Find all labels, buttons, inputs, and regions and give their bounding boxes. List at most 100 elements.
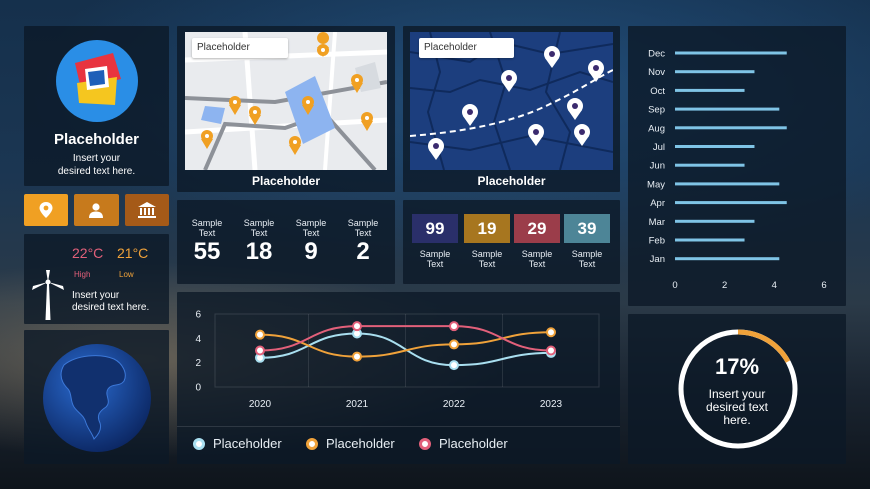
high-label: High xyxy=(74,270,91,279)
landmark-icon xyxy=(138,202,156,218)
stat-tile-label-line2: Text xyxy=(426,259,444,269)
stat-tile-label-line2: Text xyxy=(528,259,546,269)
progress-ring-fill xyxy=(678,329,798,449)
weather-panel: 22°C High 21°C Low Insert your desired t… xyxy=(24,234,169,324)
map-pin-icon[interactable] xyxy=(351,74,363,93)
stat-tile-value-box: 29 xyxy=(514,214,560,243)
bar-x-tick-label: 4 xyxy=(772,280,777,291)
map-pin-icon[interactable] xyxy=(249,106,261,125)
low-temperature: 21°C xyxy=(117,245,149,261)
stat-tile: 99 Sample Text xyxy=(412,214,458,269)
bar xyxy=(675,88,745,92)
progress-panel: 17% Insert your desired text here. xyxy=(628,314,846,464)
stat-item: Sample Text 2 xyxy=(341,218,385,266)
line-x-tick-label: 2021 xyxy=(346,399,369,410)
map-pin-icon[interactable] xyxy=(289,136,301,155)
map-pin-icon[interactable] xyxy=(302,96,314,115)
profile-title: Placeholder xyxy=(53,131,140,148)
light-map-panel: Placeholder Placeholder xyxy=(177,26,395,192)
bar-category-label: May xyxy=(647,179,665,190)
stat-value: 18 xyxy=(245,238,273,265)
series-point xyxy=(546,345,556,356)
progress-text-line1: Insert your xyxy=(708,387,766,401)
map-pin-icon[interactable] xyxy=(201,130,213,149)
series-line xyxy=(259,325,552,352)
progress-text-line3: here. xyxy=(723,413,751,427)
stat-tile-value: 29 xyxy=(527,219,547,238)
bar xyxy=(675,257,780,261)
light-map-pins xyxy=(201,32,373,155)
legend-label: Placeholder xyxy=(213,436,282,451)
stat-tile-label-line2: Text xyxy=(478,259,496,269)
bar-x-tick-label: 2 xyxy=(722,280,727,291)
stat-tile-label-line1: Sample xyxy=(521,249,553,259)
bar-category-label: Jun xyxy=(650,161,665,172)
globe-panel xyxy=(24,330,169,464)
stat-tile-label-line1: Sample xyxy=(471,249,503,259)
stat-label-line1: Sample xyxy=(191,218,223,228)
dark-map-caption: Placeholder xyxy=(477,174,546,188)
bar-x-tick-label: 0 xyxy=(672,280,677,291)
legend-label: Placeholder xyxy=(439,436,508,451)
series-point xyxy=(546,327,556,338)
series-point xyxy=(255,345,265,356)
map-pin-icon[interactable] xyxy=(361,112,373,131)
dark-map-search[interactable]: Placeholder xyxy=(419,38,514,58)
location-button[interactable] xyxy=(24,194,68,226)
stat-label-line2: Text xyxy=(198,228,216,238)
location-pin-icon xyxy=(39,202,53,218)
app-logo xyxy=(56,40,138,122)
progress-percent: 17% xyxy=(714,354,760,379)
stat-label-line2: Text xyxy=(354,228,372,238)
map-pin-icon[interactable] xyxy=(229,96,241,115)
stat-tile-label-line2: Text xyxy=(578,259,596,269)
line-x-tick-label: 2020 xyxy=(249,399,272,410)
weather-text-line1: Insert your xyxy=(72,290,120,301)
line-x-tick-label: 2022 xyxy=(443,399,466,410)
stats-tiles-panel: 99 Sample Text 19 Sample Text 29 Sample … xyxy=(403,200,620,284)
series-point xyxy=(255,329,265,340)
stat-label-line1: Sample xyxy=(295,218,327,228)
light-map-search[interactable]: Placeholder xyxy=(192,38,288,58)
stat-tile-value-box: 19 xyxy=(464,214,510,243)
dark-map-search-text: Placeholder xyxy=(424,42,477,53)
line-chart-divider xyxy=(177,426,620,427)
stat-tile: 29 Sample Text xyxy=(514,214,560,269)
bar-category-label: Aug xyxy=(648,123,665,134)
progress-text-line2: desired text xyxy=(705,400,769,414)
map-pin-icon[interactable] xyxy=(317,32,330,57)
line-x-tick-label: 2023 xyxy=(540,399,563,410)
dark-map-pins xyxy=(428,46,604,160)
bar-chart: Dec Nov Oct Sep Aug Jul Jun May Apr Mar Feb Jan 0 2 4 6 xyxy=(647,49,827,292)
bar-category-label: Apr xyxy=(650,198,665,209)
bar-category-label: Mar xyxy=(649,217,665,228)
stat-tile-value: 99 xyxy=(425,219,445,238)
bar xyxy=(675,182,780,186)
bar-chart-panel: Dec Nov Oct Sep Aug Jul Jun May Apr Mar Feb Jan 0 2 4 6 xyxy=(628,26,846,306)
bar xyxy=(675,70,755,74)
series-point xyxy=(449,360,459,371)
series-point xyxy=(352,321,362,332)
profile-panel: Placeholder Insert your desired text her… xyxy=(24,26,169,186)
weather-text-line2: desired text here. xyxy=(72,302,150,313)
stat-tile-label-line1: Sample xyxy=(571,249,603,259)
low-label: Low xyxy=(119,270,134,279)
globe-icon xyxy=(43,344,151,452)
stat-tile-value: 39 xyxy=(577,219,597,238)
bar-category-label: Dec xyxy=(648,49,665,60)
bar-category-label: Jan xyxy=(650,254,665,265)
profile-subtitle-line1: Insert your xyxy=(72,153,121,164)
stat-tile: 39 Sample Text xyxy=(564,214,610,269)
landmark-button[interactable] xyxy=(125,194,169,226)
user-icon xyxy=(89,203,103,218)
legend-marker xyxy=(306,438,318,450)
stat-value: 55 xyxy=(193,238,221,265)
light-map-caption: Placeholder xyxy=(251,174,321,188)
bar-category-label: Nov xyxy=(648,67,665,78)
bar xyxy=(675,201,787,205)
line-chart: 0 2 4 6 2020 2021 2022 2023 xyxy=(195,310,600,410)
user-button[interactable] xyxy=(74,194,119,226)
line-y-tick-label: 2 xyxy=(195,358,201,369)
high-temperature: 22°C xyxy=(72,245,104,261)
line-y-tick-label: 0 xyxy=(195,383,201,394)
